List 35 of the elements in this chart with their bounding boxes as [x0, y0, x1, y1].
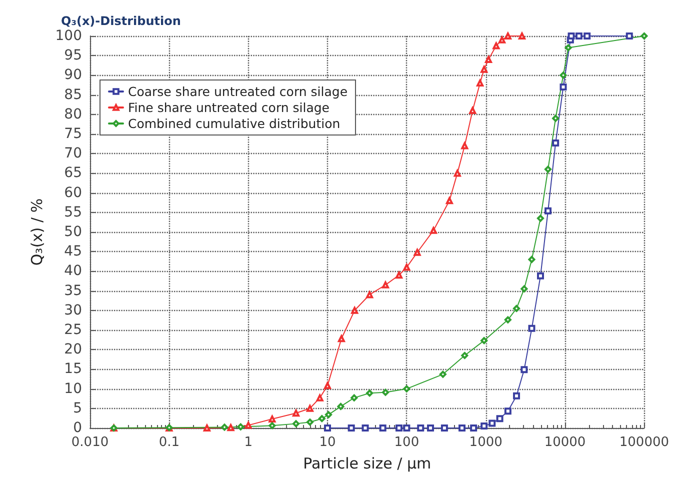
y-tick-label: 85	[64, 86, 82, 103]
x-tick-label: 10	[319, 435, 336, 450]
x-axis-title: Particle size / µm	[303, 454, 432, 472]
y-tick-label: 30	[64, 302, 82, 318]
x-tick-label: 100000	[619, 435, 670, 450]
y-tick-label: 5	[73, 400, 82, 416]
y-tick-label: 25	[64, 322, 82, 338]
y-tick-label: 60	[64, 184, 82, 201]
y-tick-label: 70	[64, 146, 82, 162]
y-tick-label: 35	[64, 282, 82, 299]
y-tick-label: 100	[55, 28, 82, 44]
y-tick-label: 10	[64, 380, 82, 397]
legend-label: Fine share untreated corn silage	[128, 100, 330, 115]
x-tick-label: 100	[394, 435, 420, 450]
x-tick-label: 0.010	[71, 435, 109, 450]
legend-label: Coarse share untreated corn silage	[128, 84, 348, 99]
chart-title: Q₃(x)-Distribution	[61, 14, 181, 28]
y-tick-label: 50	[64, 224, 82, 240]
y-tick-label: 20	[64, 342, 82, 358]
y-tick-label: 40	[64, 263, 82, 280]
y-tick-label: 80	[64, 106, 82, 122]
x-tick-label: 1	[244, 435, 252, 450]
y-tick-label: 0	[73, 420, 82, 436]
y-tick-label: 95	[64, 48, 82, 64]
x-tick-label: 0.1	[158, 435, 180, 450]
x-tick-label: 1000	[469, 435, 502, 450]
y-tick-label: 65	[64, 165, 82, 182]
legend-label: Combined cumulative distribution	[128, 116, 340, 131]
y-tick-label: 45	[64, 244, 82, 260]
y-tick-label: 55	[64, 204, 82, 220]
x-tick-label: 10000	[544, 435, 586, 450]
y-tick-label: 75	[64, 126, 82, 142]
y-axis-title: Q₃(x) / %	[28, 198, 46, 266]
y-tick-label: 90	[64, 67, 82, 84]
y-tick-label: 15	[64, 361, 82, 378]
